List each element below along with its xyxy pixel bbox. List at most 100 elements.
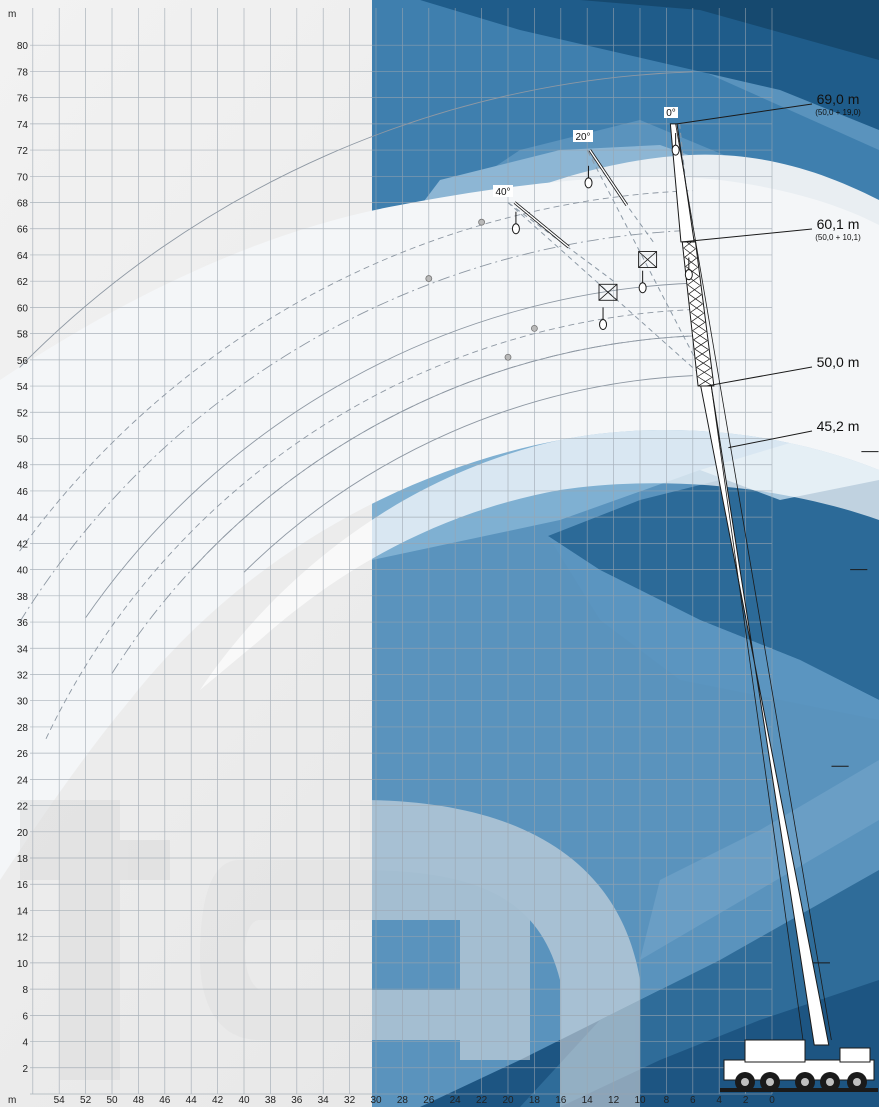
x-tick-label: 44: [186, 1095, 198, 1106]
x-tick-label: 8: [664, 1095, 670, 1106]
y-tick-label: 12: [17, 933, 29, 944]
wheel-hub: [826, 1078, 834, 1086]
load-markers: [425, 218, 538, 361]
crane-carrier: [720, 1039, 878, 1092]
x-tick-label: 0: [769, 1095, 775, 1106]
y-tick-label: 42: [17, 539, 29, 550]
y-axis-unit: m: [8, 9, 16, 20]
y-axis-ticks: 2468101214161820222426283032343638404244…: [17, 41, 29, 1075]
lattice-brace: [695, 358, 711, 369]
hook-block: [684, 269, 693, 281]
angle-label-0: 0°: [664, 107, 678, 119]
angle-label-40: 40°: [493, 185, 513, 198]
y-tick-label: 22: [17, 802, 29, 813]
grid: [30, 8, 773, 1095]
y-tick-label: 76: [17, 94, 29, 105]
y-tick-label: 56: [17, 356, 29, 367]
lattice-box: [598, 283, 618, 301]
leader-line: [705, 366, 813, 387]
y-tick-label: 40: [17, 566, 29, 577]
boom-label-69: 69,0 m (50,0 + 19,0): [815, 91, 861, 117]
lattice-brace: [687, 284, 702, 295]
hook-block: [511, 223, 520, 235]
boom-label-45: 45,2 m: [817, 418, 860, 434]
y-tick-label: 66: [17, 225, 29, 236]
lattice-brace: [689, 303, 704, 313]
y-tick-label: 14: [17, 906, 29, 917]
lattice-brace: [696, 367, 712, 378]
pendant-line: [675, 123, 832, 1041]
radius-arc: [243, 375, 693, 573]
lattice-brace: [694, 349, 710, 359]
x-tick-label: 50: [106, 1095, 118, 1106]
radius-arcs: [19, 71, 693, 739]
lattice-brace: [684, 257, 698, 268]
lattice-brace: [697, 376, 713, 387]
y-tick-label: 68: [17, 199, 29, 210]
watermark-logo: [20, 800, 640, 1107]
y-tick-label: 8: [22, 985, 28, 996]
x-tick-label: 12: [608, 1095, 620, 1106]
x-tick-label: 18: [529, 1095, 541, 1106]
outrigger-beam: [720, 1088, 878, 1092]
y-tick-label: 44: [17, 513, 29, 524]
radius-arc: [19, 229, 693, 623]
hook-block: [671, 144, 680, 156]
x-tick-label: 16: [555, 1095, 567, 1106]
x-tick-label: 22: [476, 1095, 488, 1106]
y-tick-label: 38: [17, 592, 29, 603]
x-tick-label: 24: [450, 1095, 462, 1106]
y-tick-label: 2: [22, 1064, 28, 1075]
lattice-brace: [638, 251, 657, 268]
x-tick-label: 6: [690, 1095, 696, 1106]
wheel-hub: [766, 1078, 774, 1086]
y-tick-label: 64: [17, 251, 29, 262]
radius-arc: [190, 335, 693, 571]
y-tick-label: 60: [17, 303, 29, 314]
lattice-brace: [684, 248, 697, 258]
angle-label: 0°: [666, 108, 676, 119]
x-tick-label: 28: [397, 1095, 409, 1106]
lattice-brace: [691, 321, 706, 332]
x-tick-label: 32: [344, 1095, 356, 1106]
lattice-frame: [598, 283, 618, 301]
boom-label-60: 60,1 m (50,0 + 10,1): [815, 216, 861, 242]
x-tick-label: 48: [133, 1095, 145, 1106]
lattice-frame: [638, 251, 658, 268]
y-tick-label: 48: [17, 461, 29, 472]
y-tick-label: 74: [17, 120, 29, 131]
y-tick-label: 26: [17, 749, 29, 760]
driver-cab: [839, 1047, 871, 1063]
lattice-brace: [685, 266, 699, 277]
hook-block: [638, 282, 647, 294]
y-tick-label: 34: [17, 644, 29, 655]
x-tick-label: 26: [423, 1095, 435, 1106]
x-axis-ticks: 54 52 50 48 46 44 42 40 38 36 34 32 30 28 26 24 22 20 18 16…: [54, 1095, 776, 1106]
y-tick-label: 4: [22, 1038, 28, 1049]
x-tick-label: 40: [238, 1095, 250, 1106]
x-axis-unit: m: [8, 1095, 16, 1106]
x-tick-label: 38: [265, 1095, 277, 1106]
load-marker: [425, 275, 433, 282]
hook-block: [584, 177, 593, 189]
y-tick-label: 62: [17, 277, 29, 288]
x-tick-label: 36: [291, 1095, 303, 1106]
y-tick-label: 28: [17, 723, 29, 734]
hook-block: [599, 318, 608, 330]
x-tick-label: 14: [582, 1095, 594, 1106]
angle-label: 40°: [495, 187, 510, 198]
boom-chord: [710, 386, 805, 1046]
crane: [511, 123, 879, 1092]
y-tick-label: 80: [17, 41, 29, 52]
leader-line: [676, 103, 813, 125]
wheel-hub: [801, 1078, 809, 1086]
y-tick-label: 18: [17, 854, 29, 865]
y-tick-label: 36: [17, 618, 29, 629]
fly-jib-20deg-inner: [589, 149, 628, 206]
load-marker: [531, 324, 538, 332]
y-tick-label: 54: [17, 382, 29, 393]
x-tick-label: 34: [318, 1095, 330, 1106]
y-tick-label: 30: [17, 697, 29, 708]
